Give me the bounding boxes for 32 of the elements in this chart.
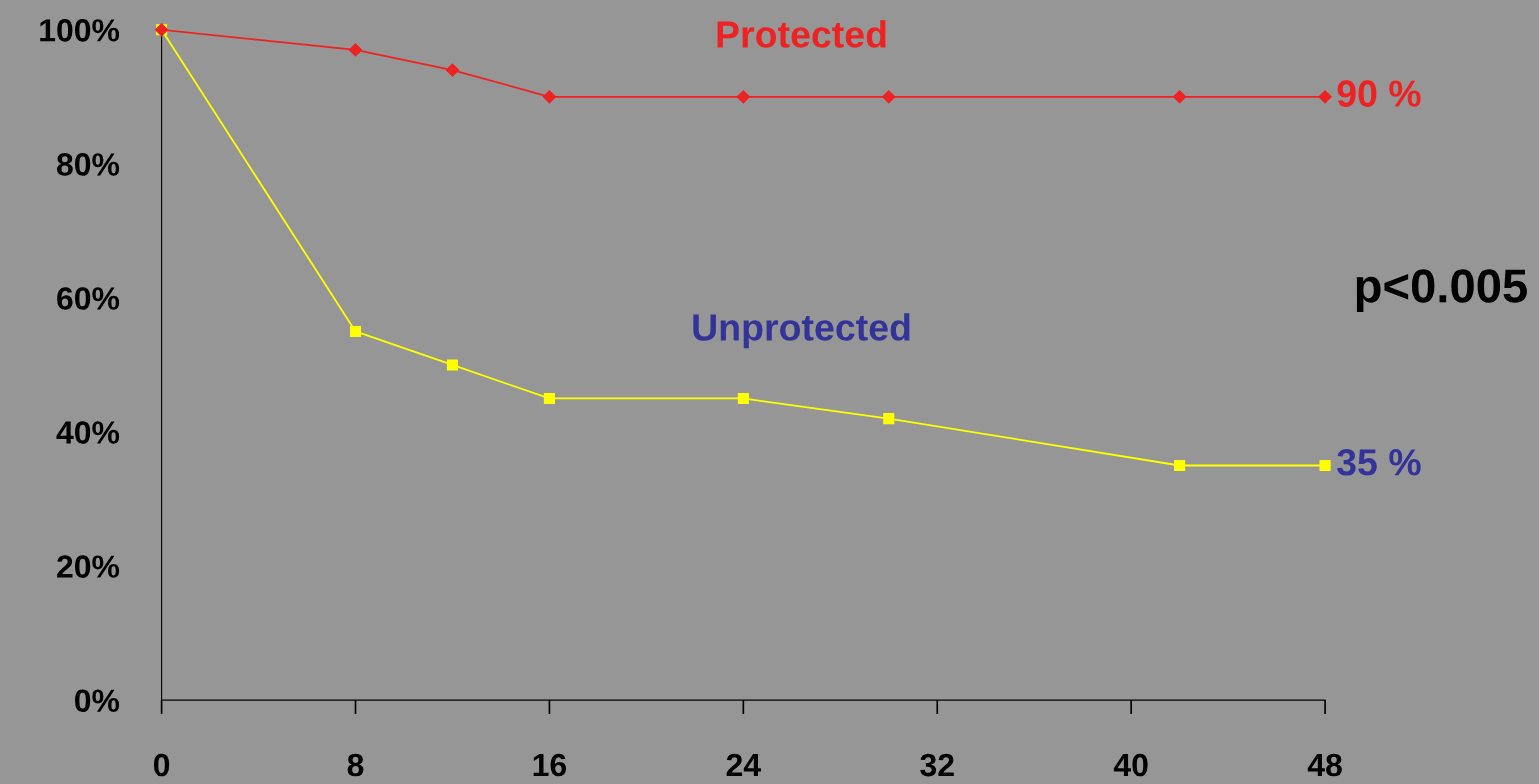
point (1173, 90, 1187, 104)
x-tick-label: 8 (347, 753, 364, 777)
data-label: 90 % (1337, 80, 1421, 107)
y-tick-label: 100% (40, 19, 120, 42)
point (542, 90, 557, 104)
x-tick-label: 24 (726, 753, 761, 777)
point (348, 43, 363, 57)
series-label: Protected (717, 20, 886, 48)
y-tick-label: 80% (57, 153, 120, 176)
point (882, 90, 896, 104)
x-tick-label: 40 (1113, 753, 1148, 777)
point (349, 325, 362, 337)
point (736, 90, 750, 104)
point (1318, 90, 1332, 104)
x-tick-label: 32 (920, 753, 954, 777)
data-label: 35 % (1337, 449, 1421, 476)
point (446, 359, 459, 371)
point (883, 413, 895, 425)
point (1174, 459, 1186, 472)
point (1319, 459, 1331, 472)
y-tick-label: 60% (57, 287, 120, 310)
x-tick-label: 16 (533, 753, 567, 777)
x-tick-label: 48 (1307, 753, 1342, 777)
y-tick-label: 0% (75, 689, 120, 712)
point (543, 392, 555, 405)
y-tick-label: 20% (57, 555, 120, 578)
point (737, 392, 749, 405)
x-tick-label: 0 (153, 753, 170, 777)
point (445, 63, 460, 77)
text: p<0.005 (1356, 269, 1527, 313)
y-tick-label: 40% (56, 421, 120, 444)
series-label: Unprotected (693, 313, 910, 349)
